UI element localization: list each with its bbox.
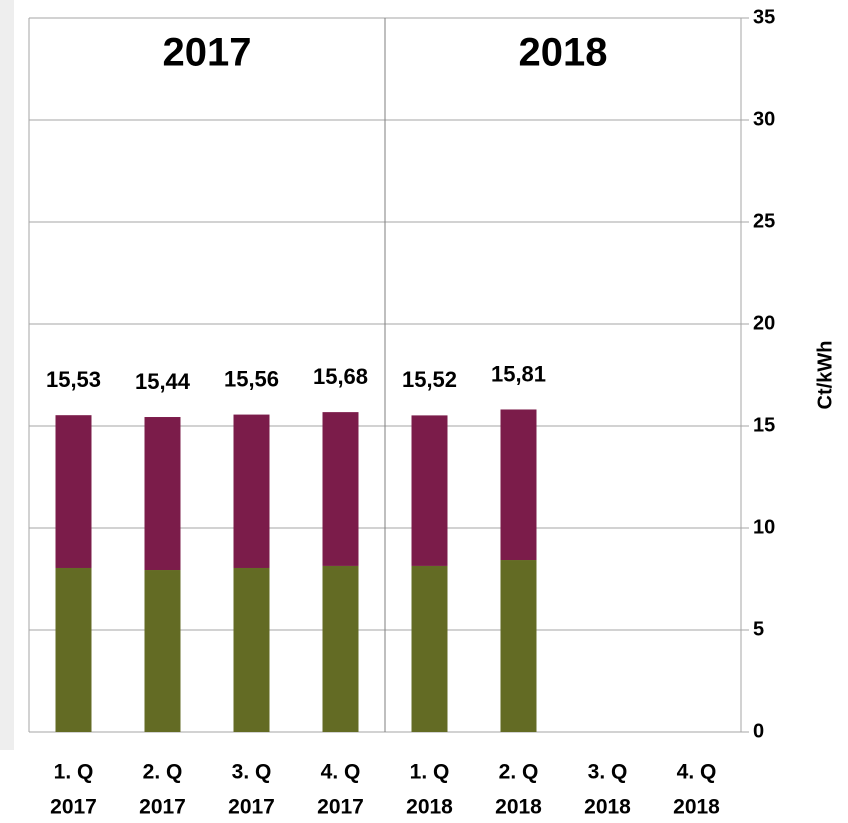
total-label: 15,56: [224, 366, 279, 391]
y-tick-label: 10: [753, 516, 775, 538]
bar-segment: [55, 567, 92, 732]
y-tick-label: 15: [753, 414, 775, 436]
x-tick-label: 4. Q: [677, 761, 717, 784]
y-tick-label: 35: [753, 6, 775, 28]
bar-segment: [322, 565, 359, 732]
total-label: 15,44: [135, 369, 191, 394]
bar-segment: [144, 417, 181, 571]
bar-segment: [233, 414, 270, 568]
bar-segment: [233, 567, 270, 732]
bar-segment: [411, 565, 448, 732]
bar-segment: [322, 412, 359, 566]
bar-segment: [500, 560, 537, 732]
x-tick-label: 3. Q: [232, 761, 272, 784]
bar-segment: [500, 409, 537, 561]
x-tick-label: 1. Q: [54, 761, 94, 784]
x-tick-label: 2017: [228, 796, 275, 819]
total-label: 15,68: [313, 364, 368, 389]
y-tick-label: 5: [753, 618, 764, 640]
year-label: 2018: [519, 31, 608, 75]
y-tick-label: 0: [753, 720, 764, 742]
total-label: 15,52: [402, 367, 457, 392]
x-tick-label: 4. Q: [321, 761, 361, 784]
bar-segment: [144, 570, 181, 732]
year-label: 2017: [163, 31, 252, 75]
total-label: 15,81: [491, 361, 546, 386]
x-tick-label: 2018: [495, 796, 542, 819]
bar-segment: [55, 415, 92, 568]
total-label: 15,53: [46, 367, 101, 392]
x-tick-label: 2018: [406, 796, 453, 819]
x-tick-label: 2. Q: [143, 761, 183, 784]
x-tick-label: 2. Q: [499, 761, 539, 784]
side-strip: [0, 0, 14, 750]
y-axis-label: Ct/kWh: [814, 341, 836, 410]
x-tick-label: 1. Q: [410, 761, 450, 784]
y-tick-label: 20: [753, 312, 775, 334]
x-tick-label: 3. Q: [588, 761, 628, 784]
bar-segment: [411, 415, 448, 566]
x-tick-label: 2017: [317, 796, 364, 819]
y-tick-label: 30: [753, 108, 775, 130]
x-tick-label: 2017: [50, 796, 97, 819]
y-tick-label: 25: [753, 210, 775, 232]
x-tick-label: 2018: [673, 796, 720, 819]
x-tick-label: 2017: [139, 796, 186, 819]
x-tick-label: 2018: [584, 796, 631, 819]
